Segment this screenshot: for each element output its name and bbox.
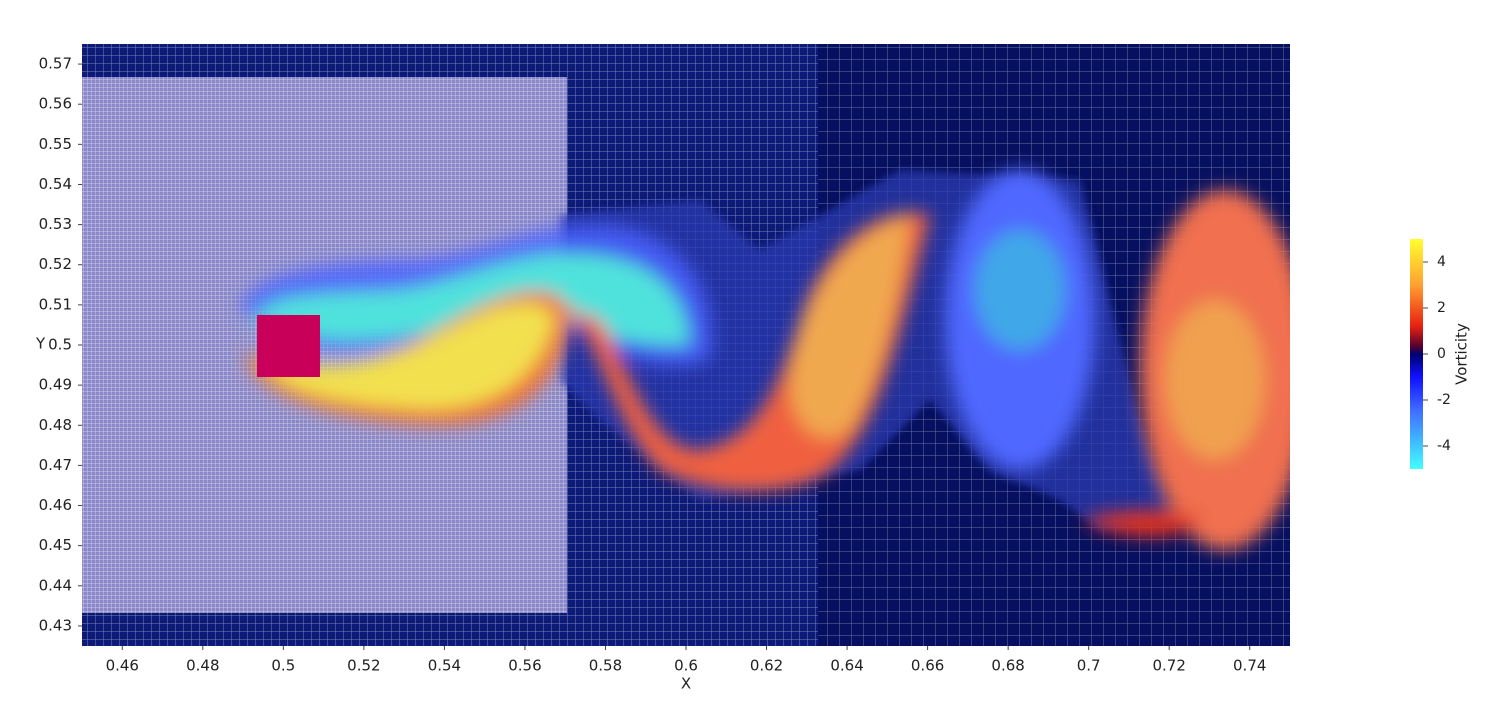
colorbar-tick-label: 4 xyxy=(1437,254,1446,270)
colorbar-tick-label: 2 xyxy=(1437,300,1446,316)
y-tick-label: 0.51 xyxy=(39,295,72,313)
x-tick-label: 0.64 xyxy=(830,657,863,675)
y-tick-label: 0.56 xyxy=(39,95,72,113)
y-tick-label: 0.44 xyxy=(39,576,72,594)
x-tick-label: 0.48 xyxy=(186,657,219,675)
x-tick-label: 0.52 xyxy=(347,657,380,675)
x-tick-label: 0.5 xyxy=(271,657,295,675)
x-tick-label: 0.72 xyxy=(1152,657,1185,675)
x-tick-label: 0.46 xyxy=(106,657,139,675)
y-tick-label: 0.53 xyxy=(39,215,72,233)
y-tick-label: 0.48 xyxy=(39,416,72,434)
colorbar-title: Vorticity xyxy=(1453,323,1471,385)
x-tick-label: 0.62 xyxy=(750,657,783,675)
y-tick-label: 0.5 xyxy=(48,336,72,354)
x-axis-label: X xyxy=(681,675,691,693)
colorbar-tick-label: 0 xyxy=(1437,346,1446,362)
y-axis-label: Y xyxy=(35,335,46,353)
y-tick-label: 0.55 xyxy=(39,135,72,153)
x-tick-label: 0.68 xyxy=(991,657,1024,675)
y-tick-label: 0.57 xyxy=(39,55,72,73)
y-tick-label: 0.49 xyxy=(39,376,72,394)
y-tick-label: 0.43 xyxy=(39,616,72,634)
x-tick-label: 0.54 xyxy=(428,657,461,675)
x-tick-label: 0.6 xyxy=(674,657,698,675)
y-tick-label: 0.47 xyxy=(39,456,72,474)
x-tick-label: 0.58 xyxy=(589,657,622,675)
colorbar xyxy=(1410,239,1423,469)
y-tick-label: 0.46 xyxy=(39,496,72,514)
y-tick-label: 0.52 xyxy=(39,255,72,273)
y-tick-label: 0.54 xyxy=(39,175,72,193)
colorbar-tick-label: -4 xyxy=(1437,438,1451,454)
y-tick-label: 0.45 xyxy=(39,536,72,554)
colorbar-tick-label: -2 xyxy=(1437,392,1451,408)
x-tick-label: 0.66 xyxy=(911,657,944,675)
x-tick-label: 0.74 xyxy=(1233,657,1266,675)
x-tick-label: 0.7 xyxy=(1077,657,1101,675)
x-tick-label: 0.56 xyxy=(508,657,541,675)
vorticity-field xyxy=(82,44,1290,646)
